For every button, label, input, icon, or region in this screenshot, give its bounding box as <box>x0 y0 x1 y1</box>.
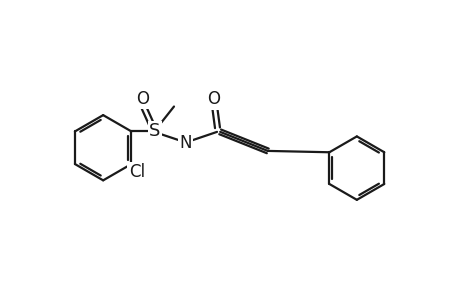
Text: Cl: Cl <box>129 163 145 181</box>
Text: S: S <box>149 122 160 140</box>
Text: O: O <box>207 90 220 108</box>
Text: N: N <box>179 134 191 152</box>
Text: O: O <box>135 90 148 108</box>
